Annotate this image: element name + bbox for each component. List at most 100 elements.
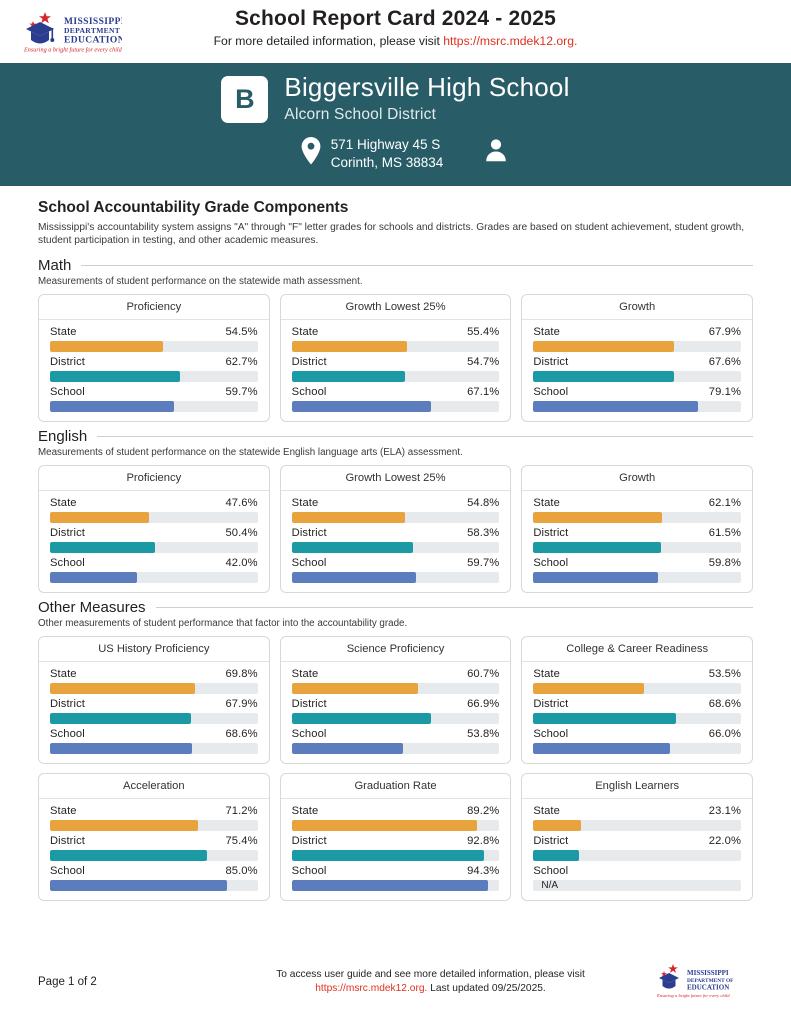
metric-district: District 66.9% xyxy=(291,698,500,725)
card-row: Proficiency State 47.6% District 50.4% School… xyxy=(38,465,754,594)
measure-card: Proficiency State 54.5% District 62.7% School… xyxy=(38,294,270,423)
metric-label: District xyxy=(50,698,85,711)
metric-school: School 79.1% xyxy=(533,386,742,413)
measure-group: English Measurements of student performan… xyxy=(38,428,754,594)
metric-bar-track: N/A xyxy=(533,880,742,892)
metric-bar-fill xyxy=(50,512,149,524)
metric-bar-fill xyxy=(533,743,671,755)
group-header: Math xyxy=(38,257,753,274)
group-description: Other measurements of student performanc… xyxy=(38,618,408,630)
metric-label: State xyxy=(50,668,77,681)
msrc-link[interactable]: https://msrc.mdek12.org. xyxy=(443,34,578,49)
metric-label: School xyxy=(533,386,569,399)
metric-row: District 58.3% xyxy=(292,527,500,539)
metric-state: State 47.6% xyxy=(50,497,258,524)
metric-value: 59.7% xyxy=(467,557,500,570)
metric-bar-track xyxy=(291,880,500,892)
metric-label: District xyxy=(50,356,85,369)
metric-state: State 23.1% xyxy=(533,805,742,832)
measure-card-title: Growth xyxy=(522,466,753,492)
metric-bar-track xyxy=(533,572,742,584)
metric-bar-track xyxy=(291,401,500,413)
metric-row: School 59.7% xyxy=(292,557,500,569)
group-name: English xyxy=(38,428,88,446)
measure-card: Growth Lowest 25% State 54.8% District 58.3%… xyxy=(279,465,512,594)
metric-value: 54.8% xyxy=(467,497,500,510)
metric-value: 23.1% xyxy=(708,805,742,818)
group-description: Measurements of student performance on t… xyxy=(38,276,363,288)
metric-row: School 94.3% xyxy=(292,865,500,877)
metric-label: School xyxy=(533,865,569,878)
metric-value: 71.2% xyxy=(225,805,258,818)
measure-card-title: Acceleration xyxy=(39,774,269,800)
metric-label: School xyxy=(50,728,85,741)
metric-label: State xyxy=(533,805,560,818)
metric-row: District 67.6% xyxy=(533,356,741,368)
metric-row: District 61.5% xyxy=(533,527,741,539)
metric-label: District xyxy=(533,356,569,369)
metric-bar-fill xyxy=(291,683,418,695)
metric-bar-track xyxy=(50,683,258,695)
metric-state: State 69.8% xyxy=(50,668,258,695)
metric-district: District 54.7% xyxy=(291,356,500,383)
metric-bar-track xyxy=(533,850,742,862)
metric-label: School xyxy=(50,386,85,399)
footer-note: To access user guide and see more detail… xyxy=(218,968,643,996)
metric-row: School 42.0% xyxy=(50,557,258,569)
metric-label: State xyxy=(533,497,560,510)
metric-value: 60.7% xyxy=(467,668,500,681)
metric-state: State 67.9% xyxy=(533,326,742,353)
metric-district: District 22.0% xyxy=(533,835,742,862)
footer-msrc-link[interactable]: https://msrc.mdek12.org. xyxy=(315,983,428,994)
metric-label: School xyxy=(50,865,85,878)
metric-bar-track xyxy=(291,371,500,383)
metric-value: 53.5% xyxy=(708,668,742,681)
metric-bar-track xyxy=(533,341,742,353)
metric-bar-track xyxy=(291,341,500,353)
metric-row: State 60.7% xyxy=(292,668,500,680)
metric-bar-fill xyxy=(533,850,580,862)
measure-group: Math Measurements of student performance … xyxy=(38,257,754,423)
metric-row: State 54.5% xyxy=(50,326,258,338)
metric-label: District xyxy=(533,698,569,711)
group-divider xyxy=(81,265,753,267)
measure-card-body: State 69.8% District 67.9% School 68.6% xyxy=(39,662,269,763)
measure-card-body: State 60.7% District 66.9% School 53.8% xyxy=(281,662,511,763)
svg-text:MISSISSIPPI: MISSISSIPPI xyxy=(64,17,122,27)
metric-bar-fill xyxy=(50,713,191,725)
metric-bar-track xyxy=(533,371,742,383)
svg-text:DEPARTMENT OF: DEPARTMENT OF xyxy=(687,978,734,984)
measure-card-title: Growth Lowest 25% xyxy=(280,295,511,321)
metric-school: School 67.1% xyxy=(291,386,500,413)
metric-row: State 89.2% xyxy=(292,805,500,817)
metric-bar-fill xyxy=(291,371,406,383)
svg-text:EDUCATION: EDUCATION xyxy=(64,35,122,45)
metric-value: 58.3% xyxy=(467,527,500,540)
metric-bar-fill xyxy=(50,572,138,584)
metric-value: 54.5% xyxy=(225,326,258,339)
metric-label: State xyxy=(50,805,77,818)
person-icon xyxy=(483,136,509,171)
measure-card-body: State 53.5% District 68.6% School 66.0% xyxy=(522,662,752,763)
metric-state: State 71.2% xyxy=(50,805,258,832)
metric-bar-fill xyxy=(291,542,413,554)
metric-value: 67.9% xyxy=(225,698,258,711)
section-title: School Accountability Grade Components xyxy=(38,199,349,216)
metric-row: School 66.0% xyxy=(533,728,741,740)
metric-value: 94.3% xyxy=(467,865,500,878)
metric-value: 66.9% xyxy=(467,698,500,711)
metric-row: District 66.9% xyxy=(292,698,500,710)
measure-groups: Math Measurements of student performance … xyxy=(38,257,754,902)
metric-bar-track xyxy=(291,820,500,832)
metric-bar-track xyxy=(291,713,500,725)
measure-card-body: State 55.4% District 54.7% School 67.1% xyxy=(281,320,511,421)
school-address: 571 Highway 45 S Corinth, MS 38834 xyxy=(331,136,444,172)
measure-card: Growth State 67.9% District 67.6% School 79.1% xyxy=(521,294,754,423)
group-header: Other Measures xyxy=(38,599,753,616)
metric-bar-track xyxy=(533,743,742,755)
metric-row: State 23.1% xyxy=(533,805,741,817)
metric-bar-track xyxy=(50,512,258,524)
metric-value: 68.6% xyxy=(225,728,258,741)
measure-card-title: US History Proficiency xyxy=(39,637,269,663)
